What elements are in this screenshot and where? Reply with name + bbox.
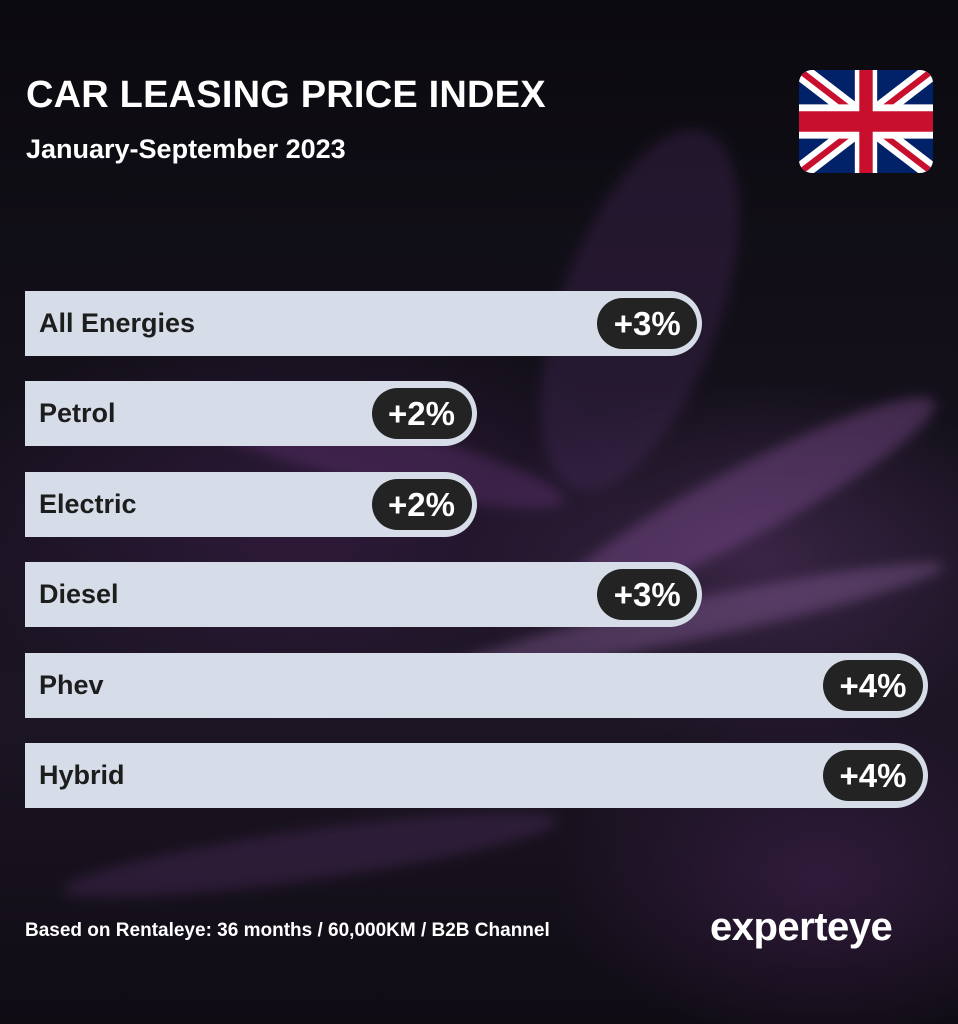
bar-category-label: All Energies bbox=[39, 308, 196, 338]
bar-value-label: +4% bbox=[823, 750, 923, 801]
bar-value-label: +3% bbox=[597, 569, 698, 621]
bar-category-label: Electric bbox=[39, 488, 137, 519]
bar: Phev +4% bbox=[25, 652, 928, 718]
bar: Petrol +2% bbox=[25, 381, 477, 447]
experteye-logo: experteye bbox=[710, 905, 893, 949]
bar: All Energies +3% bbox=[25, 291, 703, 356]
bar: Hybrid +4% bbox=[25, 743, 928, 808]
bar-category-label: Diesel bbox=[39, 579, 119, 610]
bar-value-label: +2% bbox=[371, 388, 472, 440]
bar: Electric +2% bbox=[25, 471, 477, 537]
chart-subtitle: January-September 2023 bbox=[26, 134, 346, 164]
bar-value-label: +4% bbox=[823, 659, 923, 711]
bar-category-label: Petrol bbox=[39, 398, 116, 429]
bar-category-label: Phev bbox=[39, 669, 104, 700]
bar-category-label: Hybrid bbox=[39, 760, 125, 790]
uk-flag-icon bbox=[799, 70, 933, 173]
bar: Diesel +3% bbox=[25, 562, 703, 628]
bar-value-label: +3% bbox=[597, 298, 698, 349]
bar-value-label: +2% bbox=[371, 478, 472, 530]
chart-title: CAR LEASING PRICE INDEX bbox=[26, 74, 546, 116]
methodology-footnote: Based on Rentaleye: 36 months / 60,000KM… bbox=[25, 920, 550, 941]
